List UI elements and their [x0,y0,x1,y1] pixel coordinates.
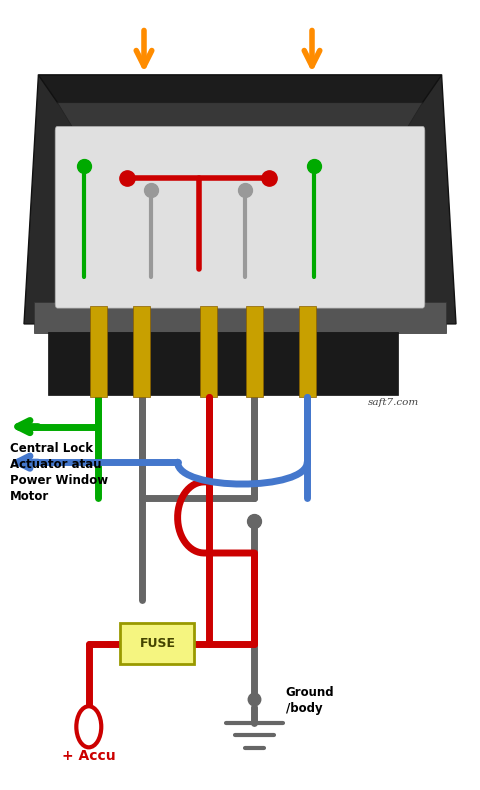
FancyBboxPatch shape [90,306,107,397]
Text: Ground
/body: Ground /body [286,687,334,715]
FancyBboxPatch shape [34,302,446,333]
FancyBboxPatch shape [133,306,150,397]
Polygon shape [58,103,422,158]
Circle shape [76,706,101,747]
FancyBboxPatch shape [48,332,398,395]
Text: Central Lock
Actuator atau
Power Window
Motor: Central Lock Actuator atau Power Window … [10,442,108,503]
FancyBboxPatch shape [246,306,263,397]
Polygon shape [24,75,456,324]
Text: + Accu: + Accu [62,749,116,763]
Text: saft7.com: saft7.com [368,398,419,408]
FancyBboxPatch shape [55,126,425,308]
Polygon shape [38,75,442,103]
FancyBboxPatch shape [120,623,194,664]
FancyBboxPatch shape [299,306,316,397]
FancyBboxPatch shape [200,306,217,397]
Text: FUSE: FUSE [139,638,176,650]
